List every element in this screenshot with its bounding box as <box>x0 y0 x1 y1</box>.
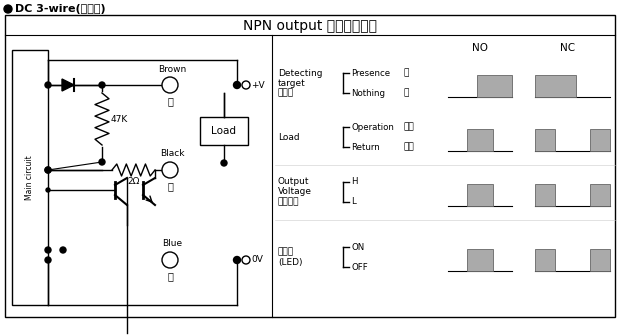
Bar <box>467 184 493 206</box>
Text: ON: ON <box>351 243 364 252</box>
Text: 动作: 动作 <box>403 123 414 132</box>
Bar <box>590 249 610 271</box>
Bar <box>535 184 555 206</box>
Circle shape <box>99 159 105 165</box>
Text: (LED): (LED) <box>278 258 302 267</box>
Bar <box>467 249 493 271</box>
Circle shape <box>46 188 50 192</box>
Circle shape <box>233 257 241 264</box>
Circle shape <box>60 247 66 253</box>
Circle shape <box>4 5 12 13</box>
Circle shape <box>221 160 227 166</box>
Text: 棕: 棕 <box>167 96 173 106</box>
Text: Blue: Blue <box>162 240 182 249</box>
Bar <box>535 249 555 271</box>
Circle shape <box>233 81 241 88</box>
Text: 蓝: 蓝 <box>167 271 173 281</box>
Text: 黑: 黑 <box>167 181 173 191</box>
Text: Black: Black <box>160 149 184 158</box>
Circle shape <box>45 82 51 88</box>
Bar <box>477 75 512 97</box>
Text: 有: 有 <box>403 68 409 77</box>
Text: NO: NO <box>472 43 488 53</box>
Text: 47K: 47K <box>111 115 128 124</box>
Circle shape <box>45 167 51 173</box>
Bar <box>535 75 576 97</box>
Bar <box>535 129 555 151</box>
Text: 2Ω: 2Ω <box>128 178 140 187</box>
Text: DC 3-wire(三线型): DC 3-wire(三线型) <box>15 4 106 14</box>
Bar <box>590 184 610 206</box>
Text: 指示灯: 指示灯 <box>278 248 294 257</box>
Bar <box>12 50 48 305</box>
Text: Voltage: Voltage <box>278 188 312 197</box>
Text: 恢复: 恢复 <box>403 142 414 151</box>
Circle shape <box>45 247 51 253</box>
Circle shape <box>99 82 105 88</box>
Text: 0V: 0V <box>251 256 263 265</box>
Polygon shape <box>62 79 74 91</box>
Text: OFF: OFF <box>351 263 368 271</box>
Circle shape <box>162 77 178 93</box>
Text: H: H <box>351 178 358 187</box>
Circle shape <box>162 162 178 178</box>
Text: Output: Output <box>278 178 310 187</box>
Text: Load: Load <box>278 133 300 141</box>
Text: NC: NC <box>560 43 575 53</box>
Text: Return: Return <box>351 142 380 151</box>
Text: Operation: Operation <box>351 123 394 132</box>
Bar <box>590 129 610 151</box>
Text: NPN output 集电极输出型: NPN output 集电极输出型 <box>243 19 377 33</box>
Text: target: target <box>278 78 306 87</box>
Text: Presence: Presence <box>351 68 390 77</box>
Text: 输出电压: 输出电压 <box>278 198 300 206</box>
Text: L: L <box>351 198 356 206</box>
Text: Detecting: Detecting <box>278 68 322 77</box>
Bar <box>467 129 493 151</box>
Text: Load: Load <box>211 126 236 136</box>
Circle shape <box>162 252 178 268</box>
Circle shape <box>45 257 51 263</box>
Text: 检测物: 检测物 <box>278 88 294 97</box>
Circle shape <box>45 167 51 173</box>
Text: Main circuit: Main circuit <box>26 155 34 200</box>
Text: Brown: Brown <box>158 65 186 73</box>
Text: +V: +V <box>251 80 264 89</box>
Text: Nothing: Nothing <box>351 88 385 97</box>
Bar <box>200 117 248 145</box>
Text: 无: 无 <box>403 88 409 97</box>
